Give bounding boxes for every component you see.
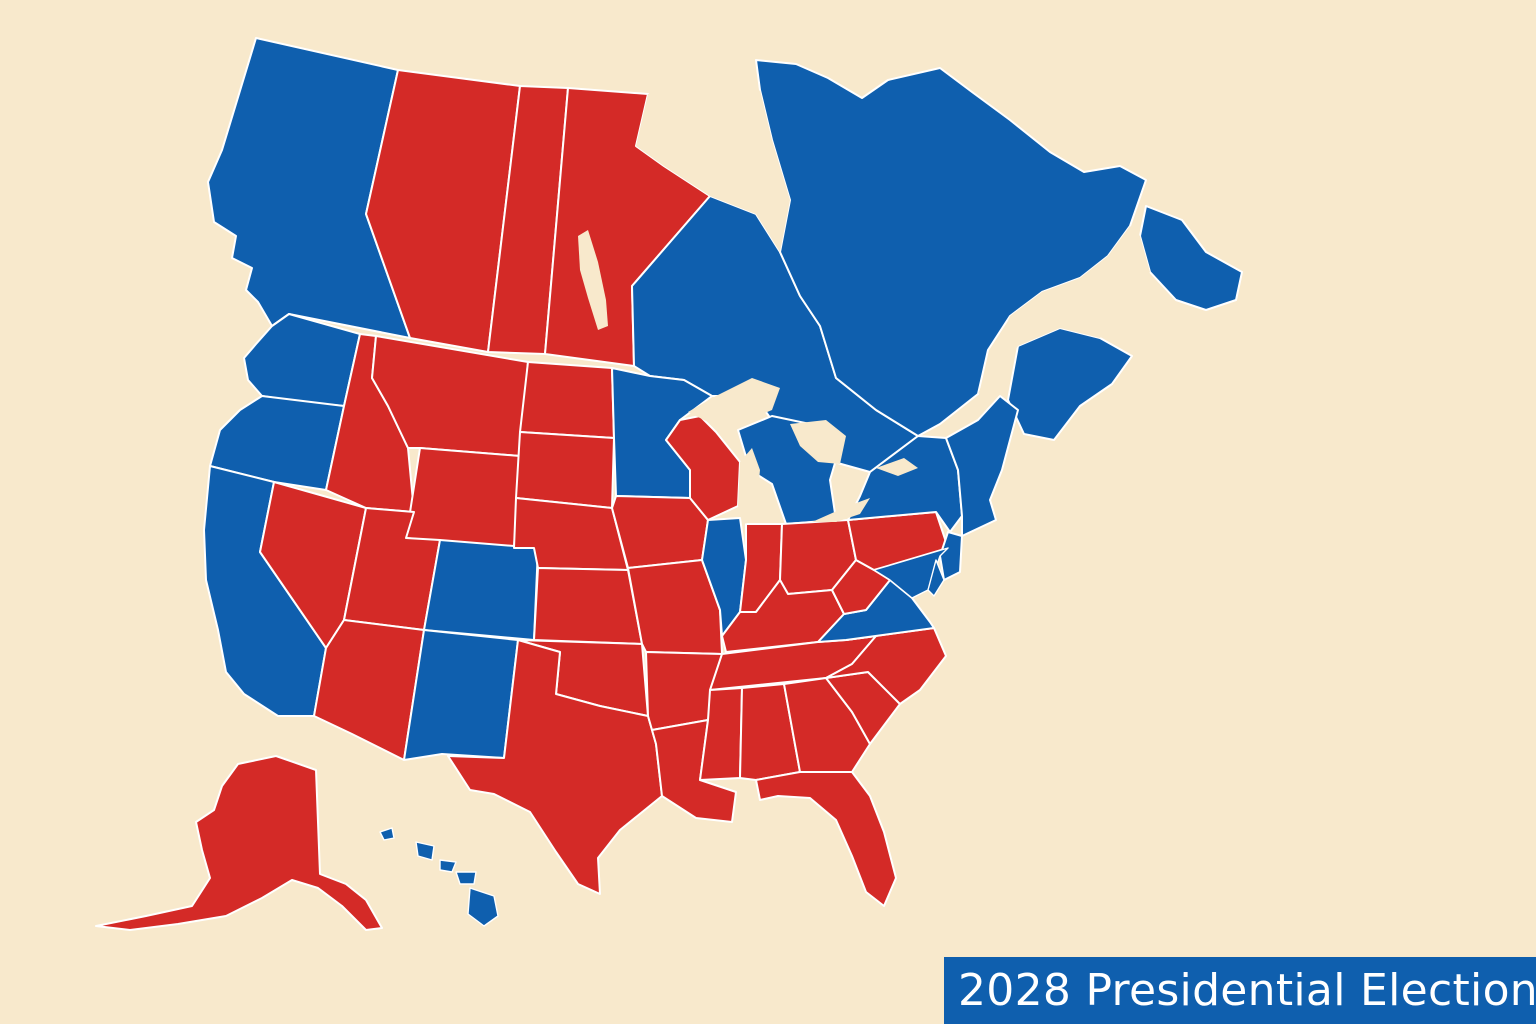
region-hawaii	[379, 827, 499, 927]
region-iowa	[611, 495, 709, 569]
region-north-dakota	[519, 361, 615, 439]
lake-michigan	[738, 448, 760, 524]
region-texas	[447, 639, 663, 895]
region-alberta	[365, 69, 521, 353]
region-north-carolina	[825, 627, 947, 705]
region-kansas	[533, 567, 643, 645]
lake-winnipeg	[578, 230, 608, 330]
gulf-of-st-lawrence	[978, 226, 1150, 394]
region-new-england	[945, 395, 1019, 537]
region-wyoming	[405, 447, 521, 549]
region-washington	[243, 313, 361, 407]
region-mississippi	[699, 687, 743, 781]
region-new-mexico	[403, 629, 519, 761]
lake-superior	[688, 378, 780, 426]
region-delaware	[927, 559, 945, 597]
lake-huron	[790, 420, 846, 464]
lake-ontario	[876, 458, 918, 476]
region-alaska	[95, 755, 383, 931]
lake-erie	[812, 498, 870, 522]
election-title-banner: 2028 Presidential Election	[944, 957, 1536, 1024]
election-title: 2028 Presidential Election	[958, 965, 1536, 1016]
region-south-dakota	[515, 431, 615, 509]
region-florida	[755, 771, 897, 907]
region-colorado	[423, 539, 539, 641]
hudson-bay-lake	[636, 90, 790, 252]
